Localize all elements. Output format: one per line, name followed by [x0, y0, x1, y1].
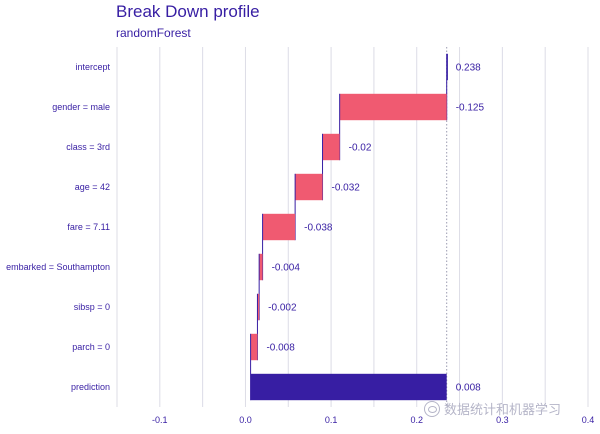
- y-label-7: parch = 0: [72, 342, 110, 352]
- value-label-8: 0.008: [456, 383, 481, 394]
- value-label-0: 0.238: [456, 63, 481, 74]
- x-tick-label-5: 0.4: [582, 415, 595, 425]
- x-tick-label-1: 0.0: [239, 415, 252, 425]
- bar-5: [259, 253, 263, 281]
- x-tick-label-3: 0.2: [410, 415, 423, 425]
- watermark-text: 数据统计和机器学习: [444, 402, 562, 417]
- bars-group: 0.238 -0.125 -0.02 -0.032 -0.038 -0.004 -0.002…: [250, 53, 485, 401]
- bar-1: [339, 93, 447, 121]
- x-tick-label-2: 0.1: [325, 415, 338, 425]
- watermark: 数据统计和机器学习: [424, 399, 561, 418]
- y-label-3: age = 42: [75, 182, 110, 192]
- bar-6: [257, 293, 260, 321]
- chart-subtitle: randomForest: [116, 26, 191, 40]
- x-tick-label-0: -0.1: [152, 415, 168, 425]
- y-label-6: sibsp = 0: [74, 302, 110, 312]
- value-label-1: -0.125: [456, 103, 485, 114]
- value-label-4: -0.038: [304, 223, 333, 234]
- x-tick-label-4: 0.3: [496, 415, 509, 425]
- y-label-2: class = 3rd: [66, 142, 110, 152]
- y-axis-labels: intercept gender = male class = 3rd age = 4…: [6, 62, 110, 392]
- wechat-icon: [424, 400, 440, 417]
- x-axis-ticks: -0.1 0.0 0.1 0.2 0.3 0.4: [152, 415, 594, 425]
- grid-lines: [116, 47, 589, 407]
- bar-3: [295, 173, 323, 201]
- value-label-2: -0.02: [349, 143, 372, 154]
- bar-7: [250, 333, 258, 361]
- value-label-7: -0.008: [266, 343, 295, 354]
- y-label-0: intercept: [75, 62, 110, 72]
- bar-8: [250, 373, 447, 401]
- value-label-6: -0.002: [268, 303, 297, 314]
- y-label-8: prediction: [71, 382, 110, 392]
- chart-title: Break Down profile: [116, 2, 260, 21]
- value-label-5: -0.004: [272, 263, 301, 274]
- bar-4: [262, 213, 296, 241]
- value-label-3: -0.032: [332, 183, 361, 194]
- y-label-4: fare = 7.11: [67, 222, 110, 232]
- bar-2: [322, 133, 340, 161]
- bar-0: [446, 53, 448, 81]
- y-label-5: embarked = Southampton: [6, 262, 110, 272]
- y-label-1: gender = male: [52, 102, 110, 112]
